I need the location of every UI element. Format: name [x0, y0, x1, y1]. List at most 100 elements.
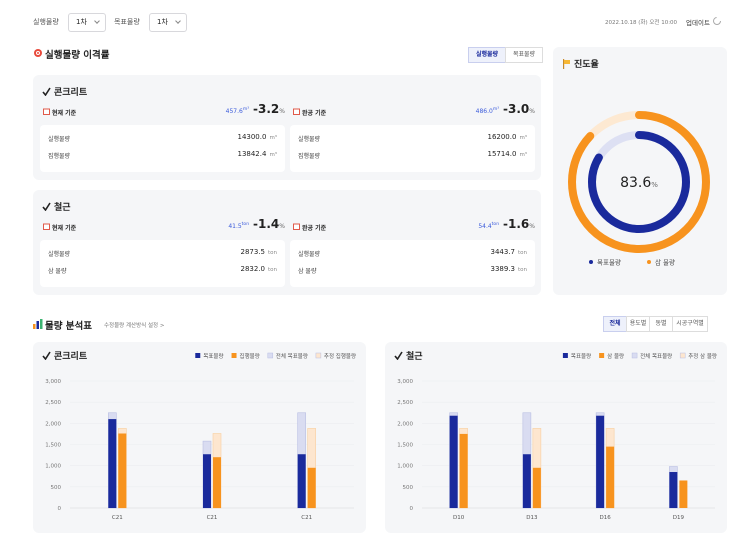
deviation-rate: -1.4 [253, 217, 280, 231]
bar [118, 433, 127, 508]
check [42, 351, 51, 360]
legend-label: 집행물량 [240, 352, 260, 360]
legend-dot [647, 260, 651, 264]
values-box: 실행물량 14300.0 m³ 집행물량 13842.4 m³ [40, 125, 285, 172]
toggle[interactable]: 목표물량 [505, 47, 543, 63]
legend-label: 삼 물량 [655, 258, 675, 267]
value: 83.6 [620, 175, 651, 191]
check [42, 87, 51, 96]
amount-unit: m³ [492, 107, 500, 112]
rate-unit: % [529, 108, 535, 115]
value: 3443.7 [490, 248, 515, 256]
x-tick-label: D16 [600, 515, 612, 521]
unit: ton [267, 267, 277, 273]
bar [213, 457, 221, 508]
deviation-rate: -1.6 [503, 217, 530, 231]
y-tick-label: 0 [410, 506, 414, 512]
calendar [293, 108, 300, 115]
filter-label: 실행물량 [33, 18, 59, 26]
row-value: 14300.0 m³ [237, 133, 277, 141]
row-label: 실행물량 [48, 136, 71, 143]
legend-label: 삼 물량 [607, 352, 624, 360]
value: 14300.0 [237, 133, 267, 141]
bar [297, 454, 306, 508]
check [42, 202, 51, 211]
amount-unit: m³ [242, 107, 250, 112]
value: 15714.0 [487, 150, 517, 158]
legend-label: 목표물량 [203, 353, 223, 360]
bar-chart: 추정 삼 물량 전체 목표물량 삼 물량 목표물량 0 500 1,000 1,500 2,00… [397, 352, 717, 521]
legend-label: 전체 목표물량 [276, 352, 308, 360]
progress-title: 진도율 [574, 60, 599, 70]
y-tick-label: 500 [51, 485, 62, 491]
bar [596, 415, 605, 508]
ring-progress [588, 131, 690, 233]
values-box: 실행물량 2873.5 ton 삼 물량 2832.0 ton [40, 240, 285, 287]
legend-label: 추정 삼 물량 [688, 352, 717, 360]
y-tick-label: 2,500 [45, 400, 61, 406]
deviation-amount: 457.6 [225, 108, 243, 115]
calendar-icon [43, 108, 50, 115]
x-tick-label: C21 [112, 515, 123, 521]
bar [203, 454, 211, 508]
legend-label: 목표물량 [571, 353, 591, 360]
y-tick-label: 1,500 [397, 443, 413, 449]
datetime: 2022.10.18 (화) 오전 10:00 [605, 20, 678, 26]
values-box: 실행물량 16200.0 m³ 집행물량 15714.0 m³ [290, 125, 535, 172]
rate-unit: % [279, 108, 285, 115]
material-card: 철근 현재 기준 41.5ton -1.4% 실행물량 2873.5 ton 삼 물량 2832… [33, 190, 541, 295]
deviation-amount: 41.5 [228, 223, 242, 230]
row-label: 삼 물량 [48, 268, 67, 275]
material-card: 콘크리트 현재 기준 457.6m³ -3.2% 실행물량 14300.0 m³ 집행물량 13… [33, 75, 541, 180]
check-icon [42, 87, 51, 96]
summary: 486.0m³ -3.0% [476, 102, 535, 116]
summary: 54.4ton -1.6% [478, 217, 535, 231]
legend-label: 전체 목표물량 [640, 352, 672, 360]
bar [669, 472, 678, 508]
bar [532, 467, 541, 508]
check [394, 351, 403, 360]
y-tick-label: 1,500 [45, 443, 61, 449]
legend-swatch [267, 352, 274, 359]
legend-swatch [562, 353, 568, 358]
row-label: 실행물량 [298, 136, 321, 143]
tab[interactable]: 동별 [649, 316, 673, 332]
basis-label: 완공 기준 [302, 110, 327, 117]
row-label: 실행물량 [298, 251, 321, 258]
value: 13842.4 [237, 150, 267, 158]
refresh-icon[interactable] [712, 16, 722, 26]
tab[interactable]: 용도별 [626, 316, 650, 332]
row-value: 2873.5 ton [240, 248, 277, 256]
summary: 457.6m³ -3.2% [226, 102, 285, 116]
row-value: 3389.3 ton [490, 265, 527, 273]
bar [522, 454, 531, 508]
chart-icon [33, 319, 43, 329]
donut-chart: 목표물량 삼 물량 83.6% [568, 111, 710, 267]
value: 16200.0 [487, 133, 517, 141]
calendar [43, 108, 50, 115]
tab[interactable]: 전체 [603, 316, 627, 332]
settings-link[interactable]: 수정물량 계산방식 설정 > [104, 323, 165, 329]
values-box: 실행물량 3443.7 ton 삼 물량 3389.3 ton [290, 240, 535, 287]
dropdown[interactable]: 1차 [68, 13, 106, 32]
legend-swatch [599, 353, 605, 358]
value: 2873.5 [240, 248, 265, 256]
x-tick-label: C21 [207, 515, 218, 521]
unit: m³ [519, 152, 527, 158]
unit: % [651, 181, 658, 189]
rate-unit: % [279, 223, 285, 230]
toggle[interactable]: 실행물량 [468, 47, 506, 63]
legend-swatch [631, 352, 638, 359]
dropdown[interactable]: 1차 [149, 13, 187, 32]
bar [307, 467, 316, 508]
bar [449, 415, 458, 508]
unit: m³ [269, 135, 277, 141]
legend-swatch [231, 353, 237, 358]
legend-label: 목표물량 [597, 259, 621, 267]
legend-swatch [315, 352, 322, 359]
row-value: 15714.0 m³ [487, 150, 527, 158]
update-button[interactable]: 업데이트 [686, 19, 710, 27]
row-value: 16200.0 m³ [487, 133, 527, 141]
tab[interactable]: 시공구역별 [672, 316, 708, 332]
rate-unit: % [529, 223, 535, 230]
